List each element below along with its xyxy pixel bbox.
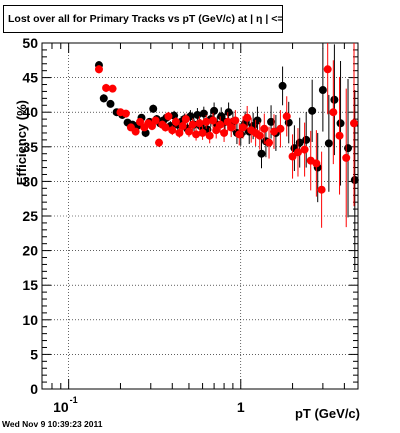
data-point (350, 119, 359, 128)
data-point (149, 104, 158, 113)
data-point (184, 127, 193, 136)
data-point (178, 122, 187, 131)
y-tick-label: 35 (22, 139, 38, 155)
y-axis-label: Efficiency (%) (14, 100, 29, 186)
y-tick-label: 40 (22, 104, 38, 120)
data-point (102, 83, 111, 92)
data-point (224, 108, 233, 117)
data-point (155, 138, 164, 147)
data-point (329, 108, 338, 117)
data-point (282, 112, 291, 121)
x-tick-label: 10 (53, 399, 69, 415)
y-tick-label: 20 (22, 243, 38, 259)
data-point (317, 185, 326, 194)
data-point (324, 139, 333, 148)
data-point (161, 123, 170, 132)
data-point (265, 138, 274, 147)
data-point (302, 135, 311, 144)
y-tick-label: 50 (22, 35, 38, 51)
data-point (168, 126, 177, 135)
data-point (342, 153, 351, 162)
data-point (202, 117, 211, 126)
data-point (188, 120, 197, 129)
x-tick-label-exponent: -1 (70, 395, 78, 405)
data-point (293, 148, 302, 157)
data-point (164, 112, 173, 121)
axis-ticks (41, 42, 358, 390)
data-point (238, 123, 247, 132)
data-point (231, 116, 240, 125)
data-point (195, 119, 204, 128)
y-tick-label: 30 (22, 173, 38, 189)
data-point (106, 99, 115, 108)
y-tick-labels: 0 5 10 15 20 25 30 35 40 45 50 (22, 35, 38, 397)
data-point (278, 81, 287, 90)
data-point (171, 117, 180, 126)
data-point (216, 120, 225, 129)
y-tick-label: 45 (22, 70, 38, 86)
x-tick-labels: 10 -1 1 (53, 395, 245, 415)
data-point (212, 126, 221, 135)
grid (42, 43, 358, 389)
data-point (220, 128, 229, 137)
data-point (267, 117, 276, 126)
data-point (131, 127, 140, 136)
data-point (269, 127, 278, 136)
data-point (308, 106, 317, 115)
data-point (181, 115, 190, 124)
data-point (235, 130, 244, 139)
data-point (136, 117, 145, 126)
data-point (151, 116, 160, 125)
data-point (260, 124, 269, 133)
data-point (350, 176, 359, 185)
x-tick-label: 1 (237, 399, 245, 415)
data-points (94, 43, 359, 270)
y-tick-label: 0 (30, 381, 38, 397)
y-tick-label: 5 (30, 346, 38, 362)
x-axis-label: pT (GeV/c) (294, 406, 360, 421)
data-point (243, 113, 252, 122)
y-tick-label: 10 (22, 312, 38, 328)
data-point (121, 109, 130, 118)
data-point (288, 152, 297, 161)
data-point (192, 130, 201, 139)
chart-title: Lost over all for Primary Tracks vs pT (… (3, 5, 283, 33)
data-point (300, 145, 309, 154)
timestamp: Wed Nov 9 10:39:23 2011 (2, 419, 103, 429)
data-point (276, 124, 285, 133)
data-point (175, 128, 184, 137)
data-point (205, 131, 214, 140)
data-point (209, 116, 218, 125)
data-point (99, 94, 108, 103)
data-point (318, 86, 327, 95)
data-point (312, 159, 321, 168)
data-point (323, 65, 332, 74)
data-point (336, 119, 345, 128)
data-point (210, 106, 219, 115)
y-tick-label: 15 (22, 277, 38, 293)
data-point (257, 149, 266, 158)
plot-frame (41, 42, 359, 390)
data-point (94, 65, 103, 74)
data-point (330, 95, 339, 104)
y-tick-label: 25 (22, 208, 38, 224)
data-point (198, 128, 207, 137)
data-point (255, 131, 264, 140)
data-point (227, 123, 236, 132)
data-point (108, 84, 117, 93)
data-point (344, 144, 353, 153)
data-point (335, 131, 344, 140)
